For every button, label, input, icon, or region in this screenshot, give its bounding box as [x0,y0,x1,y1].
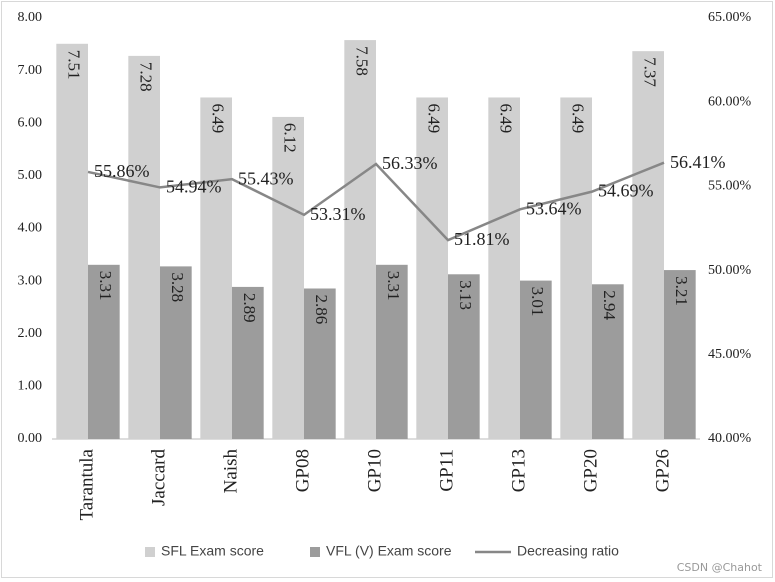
line-value-label: 56.33% [382,153,438,173]
bar-value-label: 3.31 [96,271,115,301]
bar [448,274,480,439]
bar-value-label: 6.49 [496,103,515,133]
y-tick-label: 8.00 [18,10,43,25]
x-tick-label: Jaccard [148,449,169,506]
line-value-label: 55.86% [94,161,150,181]
bar [128,55,160,439]
bar-value-label: 3.13 [456,280,475,310]
line-value-label: 53.64% [526,198,582,218]
bar [560,97,592,440]
bar-value-label: 3.01 [528,287,547,317]
line-value-label: 55.43% [238,168,294,188]
bar [272,116,304,439]
bar [160,266,192,439]
y2-tick-label: 50.00% [708,263,752,278]
y-tick-label: 1.00 [18,379,43,394]
bar-value-label: 7.37 [640,57,659,87]
x-tick-label: GP13 [508,449,529,492]
bar-value-label: 6.49 [208,103,227,133]
bar-value-label: 7.58 [352,46,371,76]
bar-value-label: 3.31 [384,271,403,301]
y2-tick-label: 60.00% [708,94,752,109]
bar-value-label: 7.28 [136,62,155,92]
y-tick-label: 0.00 [18,431,43,446]
legend-label: Decreasing ratio [517,543,619,559]
line-value-label: 53.31% [310,204,366,224]
line [87,161,665,242]
x-tick-label: Naish [220,449,241,494]
bar [520,280,552,439]
bar [632,51,664,440]
bar-value-label: 6.49 [424,103,443,133]
bar-value-label: 3.28 [168,272,187,302]
bar [592,284,624,439]
y2-tick-label: 65.00% [708,10,752,25]
x-tick-label: GP26 [652,449,673,492]
legend-label: VFL (V) Exam score [326,543,452,559]
y-tick-label: 4.00 [18,221,43,236]
bar [344,40,376,439]
bar-value-label: 2.94 [600,290,619,320]
bar-value-label: 7.51 [64,50,83,80]
legend-swatch [145,547,155,557]
legend-swatch [310,547,320,557]
x-tick-label: GP10 [364,449,385,492]
line-value-label: 54.69% [598,181,654,201]
y-tick-label: 3.00 [18,273,43,288]
x-tick-label: Tarantula [76,448,97,520]
bar [304,288,336,439]
bar [88,264,120,439]
y2-tick-label: 55.00% [708,179,752,194]
bar-value-label: 6.12 [280,123,299,153]
bar-value-label: 6.49 [568,103,587,133]
line-value-label: 56.41% [670,152,726,172]
x-tick-label: GP11 [436,449,457,492]
y2-tick-label: 45.00% [708,347,752,362]
bar-value-label: 2.89 [240,293,259,323]
y-tick-label: 5.00 [18,168,43,183]
bar [232,286,264,439]
watermark: CSDN @Chahot [677,561,763,574]
line-value-label: 54.94% [166,177,222,197]
y-tick-label: 7.00 [18,63,43,78]
legend-label: SFL Exam score [161,543,264,559]
y2-tick-label: 40.00% [708,431,752,446]
bar-value-label: 3.21 [672,276,691,306]
x-tick-label: GP08 [292,449,313,492]
bar [488,97,520,440]
bar [664,270,696,439]
y-tick-label: 6.00 [18,115,43,130]
x-tick-label: GP20 [580,449,601,492]
bar [200,97,232,440]
bar [416,97,448,440]
bar-value-label: 2.86 [312,294,331,324]
bar [376,264,408,439]
bar [56,43,88,439]
y-tick-label: 2.00 [18,326,43,341]
line-value-label: 51.81% [454,229,510,249]
